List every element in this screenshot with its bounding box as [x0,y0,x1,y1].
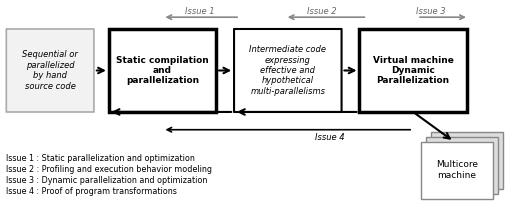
Text: Issue 4 : Proof of program transformations: Issue 4 : Proof of program transformatio… [7,187,177,196]
Text: Issue 2: Issue 2 [307,7,337,16]
FancyBboxPatch shape [234,29,342,112]
Text: Sequential or
parallelized
by hand
source code: Sequential or parallelized by hand sourc… [22,50,78,91]
Text: Issue 2 : Profiling and execution behavior modeling: Issue 2 : Profiling and execution behavi… [7,165,212,174]
FancyBboxPatch shape [109,29,216,112]
FancyBboxPatch shape [426,137,498,194]
Text: Virtual machine
Dynamic
Parallelization: Virtual machine Dynamic Parallelization [373,56,454,85]
Text: Multicore
machine: Multicore machine [436,160,478,180]
FancyBboxPatch shape [6,29,94,112]
Text: Static compilation
and
parallelization: Static compilation and parallelization [116,56,209,85]
Text: Issue 3: Issue 3 [416,7,446,16]
Text: Intermediate code
expressing
effective and
hypothetical
multi-parallelisms: Intermediate code expressing effective a… [249,45,327,96]
Text: Issue 1 : Static parallelization and optimization: Issue 1 : Static parallelization and opt… [7,154,195,163]
FancyBboxPatch shape [421,141,493,199]
Text: Issue 3 : Dynamic parallelization and optimization: Issue 3 : Dynamic parallelization and op… [7,176,208,185]
FancyBboxPatch shape [431,132,502,189]
Text: Issue 1: Issue 1 [186,7,215,16]
FancyBboxPatch shape [359,29,467,112]
Text: Issue 4: Issue 4 [315,133,344,142]
